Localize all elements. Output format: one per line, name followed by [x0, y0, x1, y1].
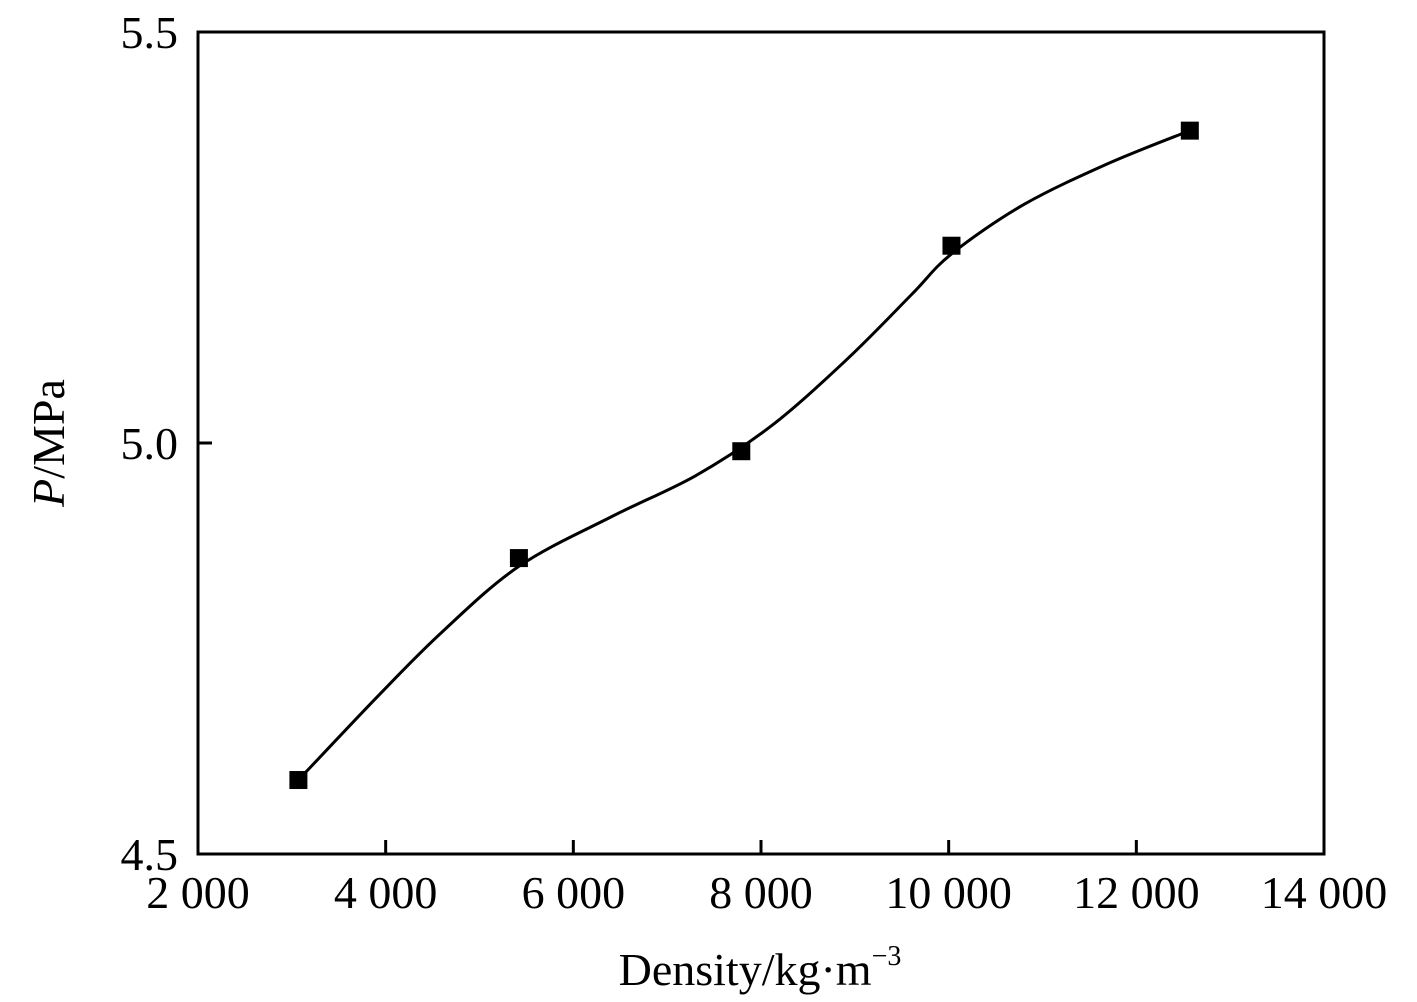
y-axis-ticks	[198, 30, 212, 856]
data-point-3	[732, 442, 751, 461]
x-axis-title-text: Density/kg·m	[619, 944, 872, 995]
x-axis-title: Density/kg·m−3	[619, 941, 902, 995]
x-axis-ticks	[196, 840, 1326, 854]
x-axis-tick-labels: 2 000 4 000 6 000 8 000 10 000 12 000 14 000	[146, 867, 1387, 918]
data-markers	[289, 121, 1199, 790]
y-axis-title-unit: /MPa	[23, 379, 74, 479]
data-point-4	[942, 236, 961, 255]
y-tick-label: 5.5	[121, 7, 179, 58]
x-tick-label: 14 000	[1261, 867, 1388, 918]
fit-curve	[297, 129, 1191, 782]
x-axis-title-superscript: −3	[872, 941, 902, 972]
y-axis-title: P/MPa	[23, 379, 74, 508]
x-tick-label: 12 000	[1073, 867, 1200, 918]
x-tick-label: 10 000	[885, 867, 1012, 918]
data-point-1	[289, 771, 308, 790]
plot-frame	[196, 30, 1326, 856]
x-tick-label: 6 000	[522, 867, 626, 918]
x-tick-label: 4 000	[334, 867, 438, 918]
y-tick-label: 4.5	[121, 829, 179, 880]
x-tick-label: 2 000	[146, 867, 250, 918]
data-point-5	[1180, 121, 1199, 140]
y-tick-label: 5.0	[121, 418, 179, 469]
y-axis-title-symbol: P	[23, 479, 74, 508]
y-axis-tick-labels: 4.5 5.0 5.5	[121, 7, 179, 880]
x-tick-label: 8 000	[709, 867, 813, 918]
data-point-2	[509, 549, 528, 568]
